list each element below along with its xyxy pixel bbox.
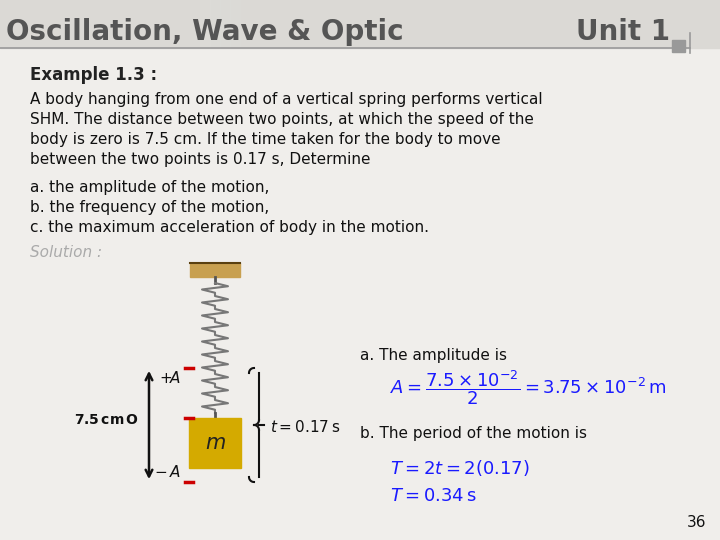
Bar <box>290 0 300 48</box>
Text: a. The amplitude is: a. The amplitude is <box>360 348 507 363</box>
Bar <box>360 0 370 48</box>
Bar <box>270 0 280 48</box>
Text: $\mathbf{7.5\,cm\,O}$: $\mathbf{7.5\,cm\,O}$ <box>74 413 139 427</box>
Text: b. the frequency of the motion,: b. the frequency of the motion, <box>30 200 269 215</box>
Text: $m$: $m$ <box>204 433 225 453</box>
Bar <box>220 0 230 48</box>
Text: 36: 36 <box>686 515 706 530</box>
Text: $-\,A$: $-\,A$ <box>154 464 181 480</box>
Bar <box>370 0 380 48</box>
Text: b. The period of the motion is: b. The period of the motion is <box>360 426 587 441</box>
Text: between the two points is 0.17 s, Determine: between the two points is 0.17 s, Determ… <box>30 152 371 167</box>
Bar <box>189 418 241 468</box>
Text: c. the maximum acceleration of body in the motion.: c. the maximum acceleration of body in t… <box>30 220 429 235</box>
Bar <box>250 0 260 48</box>
Bar <box>240 0 250 48</box>
Text: a. the amplitude of the motion,: a. the amplitude of the motion, <box>30 180 269 195</box>
Bar <box>340 0 350 48</box>
Bar <box>210 0 220 48</box>
Bar <box>190 263 240 277</box>
Bar <box>672 40 685 52</box>
Text: body is zero is 7.5 cm. If the time taken for the body to move: body is zero is 7.5 cm. If the time take… <box>30 132 500 147</box>
Bar <box>310 0 320 48</box>
Bar <box>390 0 400 48</box>
Bar <box>200 0 210 48</box>
Bar <box>300 0 310 48</box>
Text: A body hanging from one end of a vertical spring performs vertical: A body hanging from one end of a vertica… <box>30 92 543 107</box>
Text: $t=0.17\,\mathrm{s}$: $t=0.17\,\mathrm{s}$ <box>270 419 341 435</box>
Text: Oscillation, Wave & Optic: Oscillation, Wave & Optic <box>6 18 404 46</box>
Bar <box>330 0 340 48</box>
Bar <box>230 0 240 48</box>
Text: SHM. The distance between two points, at which the speed of the: SHM. The distance between two points, at… <box>30 112 534 127</box>
Text: Solution :: Solution : <box>30 245 102 260</box>
Bar <box>260 0 270 48</box>
Bar <box>320 0 330 48</box>
Bar <box>350 0 360 48</box>
Bar <box>0 0 720 48</box>
Bar <box>380 0 390 48</box>
Text: $+\!A$: $+\!A$ <box>159 370 181 386</box>
Bar <box>280 0 290 48</box>
Text: Unit 1: Unit 1 <box>576 18 670 46</box>
Text: $T=2t=2(0.17)$: $T=2t=2(0.17)$ <box>390 458 530 478</box>
Text: $A=\dfrac{7.5\times10^{-2}}{2}=3.75\times10^{-2}\,\mathrm{m}$: $A=\dfrac{7.5\times10^{-2}}{2}=3.75\time… <box>390 369 667 407</box>
Text: Example 1.3 :: Example 1.3 : <box>30 66 157 84</box>
Text: $T=0.34\,\mathrm{s}$: $T=0.34\,\mathrm{s}$ <box>390 487 477 505</box>
